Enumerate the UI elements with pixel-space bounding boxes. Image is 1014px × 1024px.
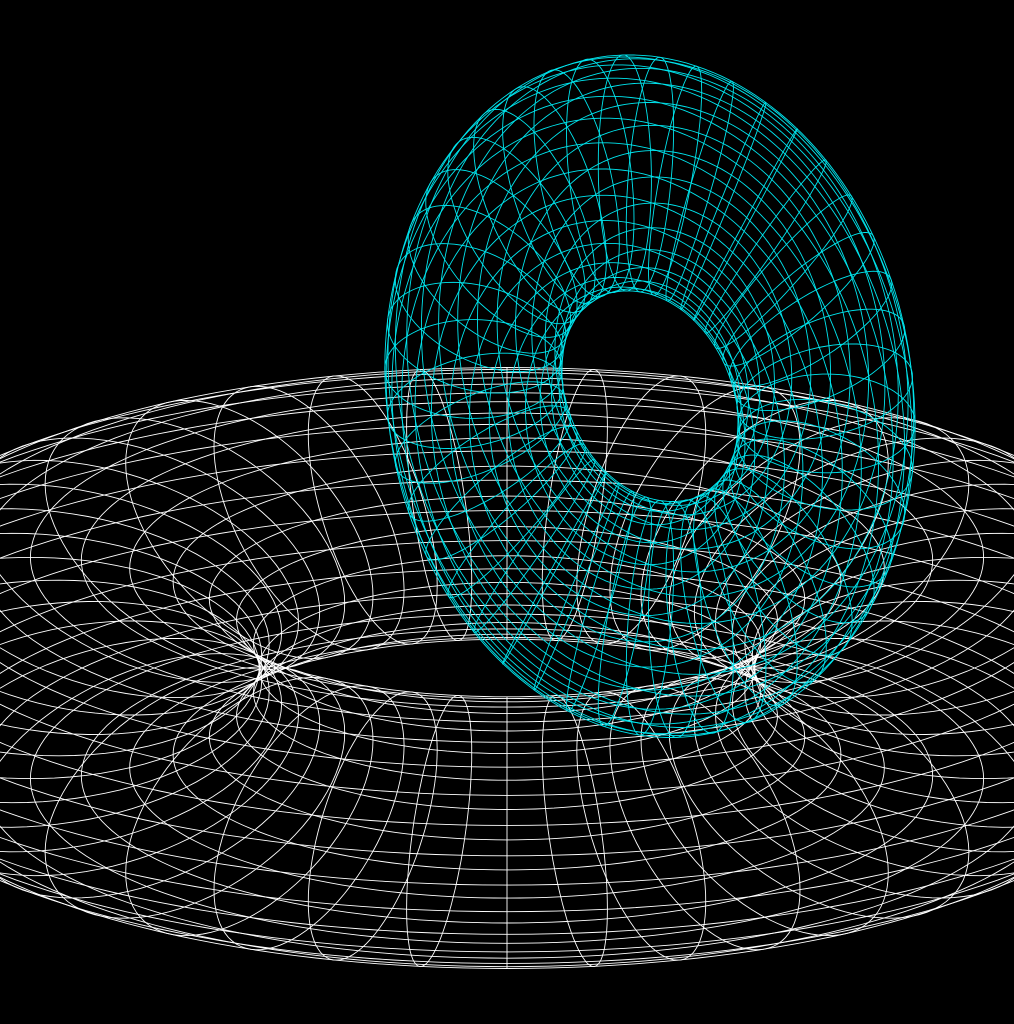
white-torus-parallel-line [0,383,1014,857]
cyan-torus-parallel-line [385,95,894,738]
cyan-torus-parallel-line [496,124,851,573]
white-torus-parallel-line [0,450,1014,935]
cyan-torus-parallel-line [387,64,913,728]
white-torus-parallel-line [253,555,761,732]
white-torus-parallel-line [208,495,806,703]
white-torus-parallel-line [29,613,985,944]
cyan-torus-parallel-line [477,102,870,598]
white-torus-parallel-line [80,412,934,708]
cyan-torus-parallel-line [525,286,746,566]
cyan-torus-parallel-line [507,277,756,590]
cyan-torus-parallel-line [554,227,775,506]
cyan-torus-parallel-line [391,117,880,735]
cyan-torus-parallel-line [488,262,769,616]
cyan-torus-wireframe [384,54,916,738]
cyan-torus-parallel-line [401,142,862,725]
cyan-torus-parallel-line [558,280,742,512]
cyan-torus-parallel-line [420,58,909,675]
cyan-torus-parallel-line [550,288,739,526]
cyan-torus-parallel-line [394,56,916,715]
cyan-torus-parallel-line [438,67,899,651]
cyan-torus-parallel-line [561,267,749,505]
white-torus-parallel-line [0,367,1014,796]
white-torus-parallel-line [0,368,1014,768]
cyan-torus-parallel-line [430,194,823,691]
white-torus-parallel-line [129,636,885,899]
white-torus-parallel-line [172,465,842,698]
white-torus-parallel-line [253,604,761,781]
white-torus-parallel-line [29,392,985,723]
cyan-torus-parallel-line [515,150,832,550]
white-torus-wireframe [0,367,1014,969]
cyan-torus-parallel-line [457,82,886,624]
cyan-torus-parallel-line [544,202,793,516]
cyan-torus-parallel-line [468,242,785,643]
white-torus-parallel-line [0,377,1014,743]
white-torus-parallel-line [236,622,778,810]
white-torus-parallel-line [0,540,1014,969]
white-torus-parallel-line [80,628,934,924]
white-torus-parallel-line [0,479,1014,953]
cyan-torus-parallel-line [449,220,804,668]
cyan-torus-parallel-line [414,168,843,710]
white-torus-parallel-line [129,437,885,700]
cyan-torus-parallel-line [384,77,905,736]
cyan-torus-parallel-line [539,290,740,544]
white-torus-parallel-line [0,423,1014,913]
cyan-torus-parallel-line [531,176,812,531]
white-torus-parallel-line [0,401,1014,886]
